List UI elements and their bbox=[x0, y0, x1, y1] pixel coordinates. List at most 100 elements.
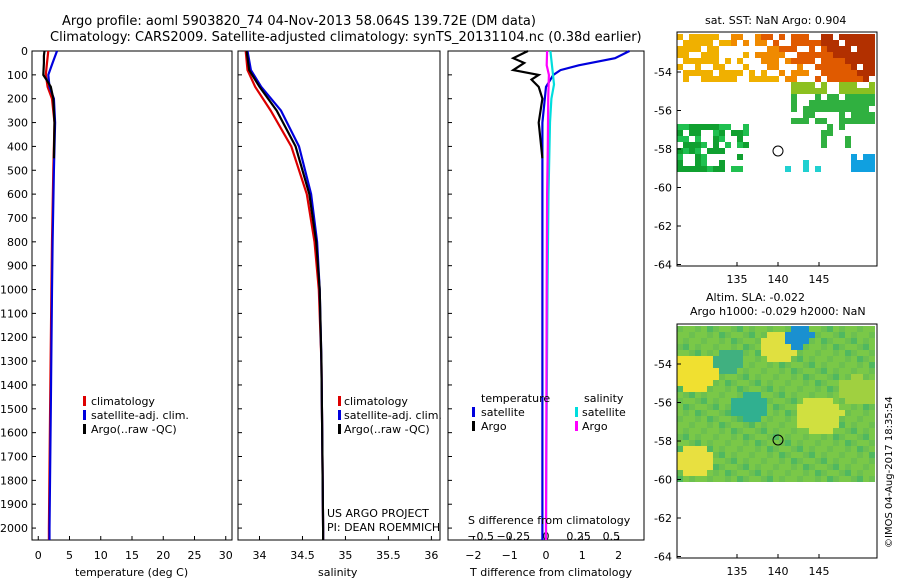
sla-cell bbox=[815, 338, 821, 344]
sst-cell bbox=[821, 82, 827, 88]
sst-cell bbox=[863, 70, 869, 76]
sla-cell bbox=[731, 338, 737, 344]
sst-cell bbox=[827, 40, 833, 46]
sst-cell bbox=[839, 34, 845, 40]
sla-cell bbox=[683, 398, 689, 404]
sla-cell bbox=[815, 356, 821, 362]
sla-cell bbox=[767, 386, 773, 392]
sla-cell bbox=[845, 464, 851, 470]
sla-cell bbox=[713, 332, 719, 338]
sla-cell bbox=[797, 326, 803, 332]
sla-cell bbox=[839, 404, 845, 410]
sst-cell bbox=[791, 82, 797, 88]
sla-cell bbox=[713, 458, 719, 464]
sla-cell bbox=[803, 416, 809, 422]
sst-cell bbox=[713, 130, 719, 136]
sla-cell bbox=[683, 326, 689, 332]
sla-cell bbox=[845, 338, 851, 344]
sla-cell bbox=[755, 464, 761, 470]
sla-cell bbox=[713, 476, 719, 482]
sla-cell bbox=[773, 458, 779, 464]
sst-cell bbox=[863, 46, 869, 52]
sla-cell bbox=[695, 368, 701, 374]
sla-cell bbox=[695, 440, 701, 446]
sst-cell bbox=[695, 58, 701, 64]
sla-cell bbox=[767, 452, 773, 458]
sla-cell bbox=[869, 404, 875, 410]
sst-cell bbox=[701, 52, 707, 58]
sla-cell bbox=[827, 380, 833, 386]
sla-cell bbox=[701, 380, 707, 386]
sst-cell bbox=[713, 76, 719, 82]
sla-cell bbox=[719, 368, 725, 374]
sst-cell bbox=[677, 46, 683, 52]
sla-cell bbox=[851, 452, 857, 458]
salinity-x-tick-label: 36 bbox=[424, 549, 438, 562]
sla-cell bbox=[737, 332, 743, 338]
sst-cell bbox=[707, 124, 713, 130]
sla-cell bbox=[737, 434, 743, 440]
sst-cell bbox=[779, 34, 785, 40]
sst-cell bbox=[773, 46, 779, 52]
sla-cell bbox=[833, 452, 839, 458]
sla-cell bbox=[683, 464, 689, 470]
sla-cell bbox=[857, 326, 863, 332]
salinity-x-tick-label: 34.5 bbox=[290, 549, 315, 562]
sla-cell bbox=[863, 440, 869, 446]
sla-cell bbox=[791, 350, 797, 356]
sla-cell bbox=[791, 446, 797, 452]
sst-cell bbox=[857, 112, 863, 118]
sst-cell bbox=[701, 58, 707, 64]
sla-cell bbox=[707, 410, 713, 416]
sla-cell bbox=[851, 344, 857, 350]
sst-cell bbox=[767, 46, 773, 52]
depth-tick-label: 1000 bbox=[0, 284, 28, 297]
sla-cell bbox=[749, 410, 755, 416]
sla-cell bbox=[755, 362, 761, 368]
sla-cell bbox=[791, 428, 797, 434]
sla-cell bbox=[773, 440, 779, 446]
sla-cell bbox=[737, 446, 743, 452]
legend-swatch-climatology bbox=[338, 396, 341, 406]
sla-cell bbox=[677, 386, 683, 392]
sla-cell bbox=[791, 416, 797, 422]
sla-cell bbox=[677, 422, 683, 428]
sla-cell bbox=[809, 404, 815, 410]
sst-cell bbox=[791, 70, 797, 76]
sla-cell bbox=[695, 356, 701, 362]
sla-cell bbox=[869, 350, 875, 356]
sla-cell bbox=[803, 356, 809, 362]
sla-cell bbox=[779, 410, 785, 416]
sla-cell bbox=[797, 332, 803, 338]
sla-cell bbox=[683, 338, 689, 344]
sla-cell bbox=[713, 464, 719, 470]
sla-cell bbox=[821, 356, 827, 362]
sst-cell bbox=[809, 40, 815, 46]
sst-cell bbox=[701, 154, 707, 160]
sla-cell bbox=[863, 350, 869, 356]
sla-cell bbox=[845, 404, 851, 410]
sla-cell bbox=[851, 368, 857, 374]
sla-cell bbox=[785, 470, 791, 476]
sst-cell bbox=[683, 142, 689, 148]
sla-cell bbox=[761, 386, 767, 392]
sla-cell bbox=[773, 356, 779, 362]
sla-cell bbox=[707, 326, 713, 332]
sla-cell bbox=[779, 326, 785, 332]
sst-cell bbox=[845, 58, 851, 64]
sla-cell bbox=[767, 374, 773, 380]
sst-cell bbox=[845, 76, 851, 82]
sst-cell bbox=[797, 88, 803, 94]
sla-cell bbox=[725, 464, 731, 470]
sst-cell bbox=[845, 94, 851, 100]
sst-cell bbox=[845, 88, 851, 94]
temperature-line-satellite-adj-clim bbox=[47, 50, 59, 540]
sla-cell bbox=[803, 470, 809, 476]
sla-cell bbox=[803, 386, 809, 392]
sla-cell bbox=[797, 452, 803, 458]
sst-cell bbox=[719, 76, 725, 82]
sla-cell bbox=[869, 368, 875, 374]
sla-cell bbox=[815, 380, 821, 386]
sst-cell bbox=[719, 166, 725, 172]
sst-cell bbox=[719, 160, 725, 166]
